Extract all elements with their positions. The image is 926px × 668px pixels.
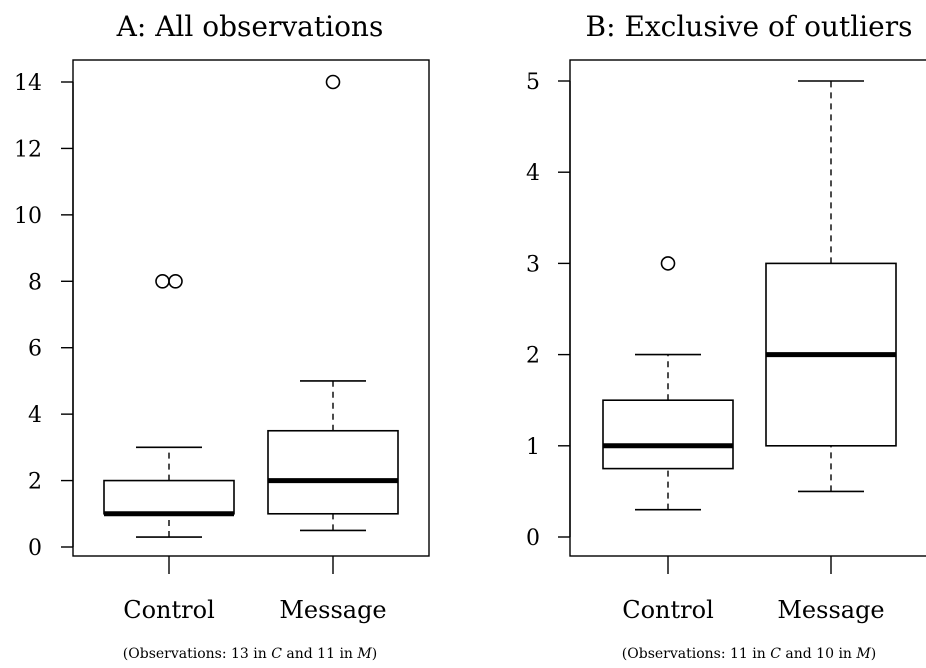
panel-a-outlier-point: [156, 275, 169, 288]
panel-b-y-tick-label: 3: [526, 252, 540, 277]
panel-b-y-tick-label: 2: [526, 344, 540, 369]
panel-b: B: Exclusive of outliers 0 1 2 3 4 5 Control Me…: [526, 10, 926, 662]
panel-a-category-label: Control: [123, 596, 215, 624]
panel-b-title: B: Exclusive of outliers: [586, 10, 913, 43]
panel-a-marks: 0 2 4 6 8 10 12 14 Control Message: [14, 71, 398, 624]
panel-b-box: [603, 400, 733, 468]
panel-a-observations-note: (Observations: 13 in C and 11 in M): [123, 646, 377, 662]
panel-b-y-tick-label: 0: [526, 526, 540, 551]
panel-a-y-tick-label: 12: [14, 137, 42, 162]
panel-a-y-tick-label: 10: [14, 204, 42, 229]
panel-a-title: A: All observations: [116, 10, 384, 43]
panel-b-y-tick-label: 5: [526, 70, 540, 95]
panel-a-y-tick-label: 14: [14, 71, 42, 96]
panel-a-category-label: Message: [279, 596, 386, 624]
panel-b-observations-note: (Observations: 11 in C and 10 in M): [622, 646, 876, 662]
panel-b-marks: 0 1 2 3 4 5 Control Message: [526, 70, 896, 624]
panel-b-outlier-point: [662, 257, 675, 270]
panel-a-box: [104, 481, 234, 514]
panel-a-y-tick-label: 6: [28, 337, 42, 362]
panel-a-outlier-point: [327, 76, 340, 89]
panel-a-outlier-point: [169, 275, 182, 288]
panel-a-y-tick-label: 8: [28, 270, 42, 295]
panel-b-category-label: Control: [622, 596, 714, 624]
panel-b-y-tick-label: 1: [526, 435, 540, 460]
panel-b-y-tick-label: 4: [526, 161, 540, 186]
panel-b-category-label: Message: [777, 596, 884, 624]
panel-a-y-tick-label: 0: [28, 536, 42, 561]
panel-a-y-tick-label: 4: [28, 403, 42, 428]
panel-a-box: [268, 431, 398, 514]
panel-a: A: All observations 0 2 4 6 8 10 12 14 Control Me…: [14, 10, 429, 662]
panel-a-y-tick-label: 2: [28, 470, 42, 495]
